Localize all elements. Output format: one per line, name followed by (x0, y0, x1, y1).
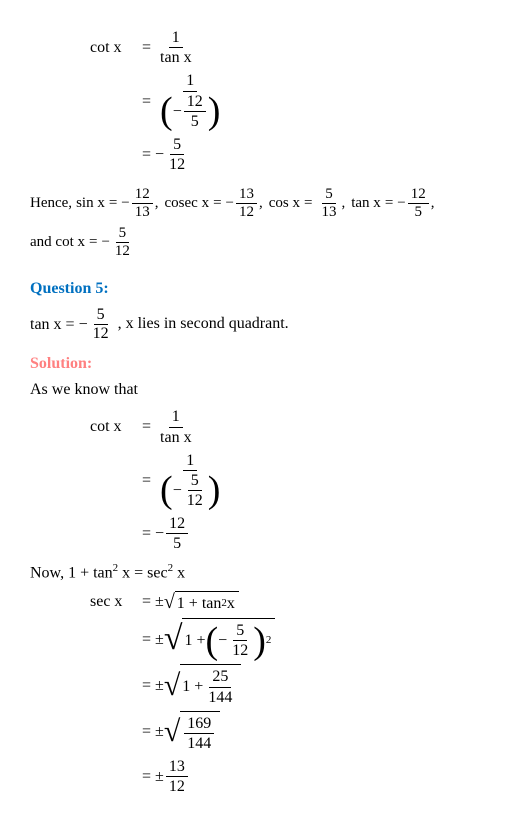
plus-minus: ± (155, 592, 164, 611)
eq-line: = ± √ 169 144 (90, 711, 489, 753)
frac: 5 13 (318, 186, 339, 221)
frac: 5 12 (112, 225, 133, 260)
solution-intro: As we know that (30, 381, 489, 399)
eq-line: cot x = 1 tan x (90, 28, 489, 67)
left-paren: ( (160, 473, 173, 507)
inner-frac: 12 5 (184, 92, 206, 131)
eq-line: = ± √ 1 + 25 144 (90, 664, 489, 706)
frac: 12 5 (408, 186, 429, 221)
left-paren: ( (160, 94, 173, 128)
sqrt: √ 169 144 (164, 711, 220, 753)
eq-line: = − 12 5 (90, 514, 489, 553)
eq-line: = 1 ( − 5 12 ) (90, 451, 489, 511)
radical-icon: √ (164, 668, 180, 704)
frac: 12 13 (132, 186, 153, 221)
sqrt: √ 1 + ( − 5 12 ) 2 (164, 618, 276, 660)
left-paren: ( (206, 624, 219, 658)
lhs: cot x (90, 417, 138, 436)
neg: − (155, 145, 164, 164)
radical-icon: √ (164, 590, 175, 614)
radical-icon: √ (164, 619, 183, 660)
cot-derivation-1: cot x = 1 tan x = 1 ( − 12 5 ) (90, 28, 489, 174)
question-tail: , x lies in second quadrant. (118, 315, 289, 332)
sqrt: √ 1 + tan2 x (164, 590, 239, 614)
question-5-heading: Question 5: (30, 280, 489, 298)
right-paren: ) (253, 624, 266, 658)
eq-line: = ± √ 1 + ( − 5 12 ) 2 (90, 618, 489, 660)
right-paren: ) (208, 94, 221, 128)
question-5-statement: tan x = − 5 12 , x lies in second quadra… (30, 306, 489, 343)
cot-derivation-2: cot x = 1 tan x = 1 ( − 5 12 ) (90, 407, 489, 553)
hence-tan: tan x = − 12 5 , (351, 186, 434, 221)
result-frac: 5 12 (166, 135, 188, 174)
frac: 13 12 (236, 186, 257, 221)
hence-cos: cos x = 5 13 , (269, 186, 345, 221)
sec-derivation: sec x = ± √ 1 + tan2 x = ± √ 1 + ( − 5 1… (90, 590, 489, 797)
eq: = (142, 92, 151, 111)
hence-label: Hence, (30, 195, 72, 212)
solution-heading: Solution: (30, 355, 489, 373)
result-frac: 13 12 (166, 757, 188, 796)
eq: = (142, 38, 151, 57)
eq: = (142, 145, 151, 164)
paren-frac: ( − 12 5 ) (160, 92, 220, 131)
eq-line: cot x = 1 tan x (90, 407, 489, 446)
hence-cosec: cosec x = − 13 12 , (165, 186, 263, 221)
frac-1-over-tanx: 1 tan x (157, 28, 195, 67)
identity-line: Now, 1 + tan2 x = sec2 x (30, 562, 489, 582)
eq-line: = 1 ( − 12 5 ) (90, 71, 489, 131)
radical-icon: √ (164, 714, 180, 750)
eq-line: = ± 13 12 (90, 757, 489, 796)
lhs: sec x (90, 592, 138, 611)
frac: 1 tan x (157, 407, 195, 446)
eq-line: sec x = ± √ 1 + tan2 x (90, 590, 489, 614)
lhs: cot x (90, 38, 138, 57)
frac-nested: 1 ( − 5 12 ) (157, 451, 223, 511)
hence-cot: and cot x = − 5 12 (30, 225, 135, 260)
tan-x-value: tan x = − 5 12 (30, 306, 114, 343)
hence-sin: sin x = − 12 13 , (76, 186, 158, 221)
neg: − (173, 102, 182, 121)
hence-summary: Hence, sin x = − 12 13 , cosec x = − 13 … (30, 186, 489, 260)
frac: 5 12 (90, 306, 112, 343)
eq-line: = − 5 12 (90, 135, 489, 174)
frac-nested: 1 ( − 12 5 ) (157, 71, 223, 131)
sqrt: √ 1 + 25 144 (164, 664, 242, 706)
right-paren: ) (208, 473, 221, 507)
